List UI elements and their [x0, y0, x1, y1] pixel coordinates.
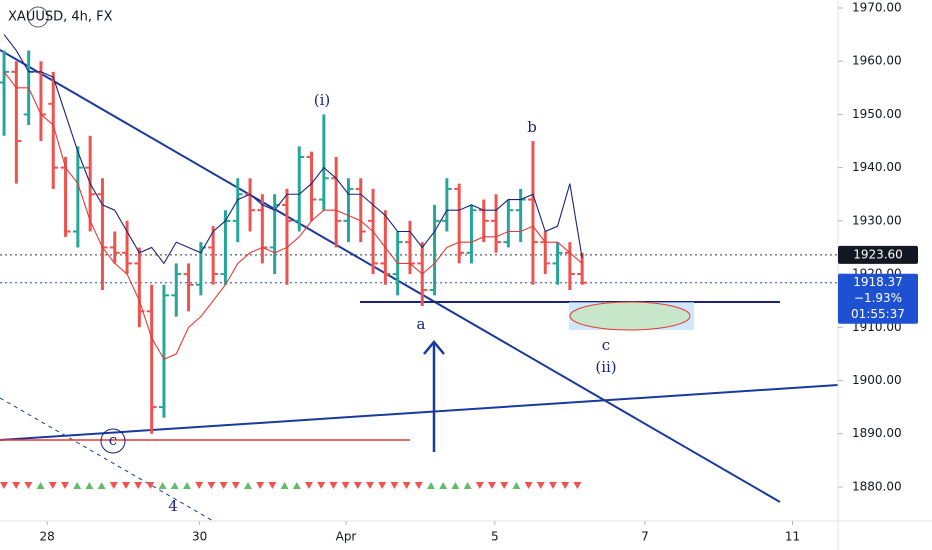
y-tick-label: 1970.00	[852, 0, 902, 14]
signal-marker	[24, 482, 33, 489]
signal-marker	[183, 482, 191, 489]
price-box	[838, 273, 918, 324]
signal-marker	[219, 482, 228, 489]
x-tick-label: 11	[785, 530, 800, 544]
signal-marker	[341, 482, 350, 489]
x-tick-label: 5	[491, 530, 499, 544]
signal-marker	[231, 482, 240, 489]
x-tick-label: Apr	[336, 530, 357, 544]
x-tick-label: 7	[641, 530, 649, 544]
signal-marker	[427, 482, 435, 489]
wave-label: a	[417, 315, 426, 333]
target-ellipse	[569, 301, 691, 331]
signal-marker	[256, 482, 265, 489]
signal-marker	[109, 482, 118, 489]
signal-marker	[12, 482, 21, 489]
price-box	[838, 245, 918, 264]
wave-label: b	[527, 118, 537, 136]
trend-line	[0, 384, 839, 441]
signal-marker	[61, 482, 69, 489]
signal-marker	[292, 482, 301, 489]
indicator-line	[3, 71, 583, 360]
signal-marker	[317, 482, 326, 489]
trend-line	[0, 397, 216, 523]
signal-marker	[390, 482, 399, 489]
signal-marker	[280, 482, 289, 489]
signal-marker	[48, 482, 57, 489]
price-label: 1923.60	[853, 247, 903, 261]
chart-title: XAUUSD, 4h, FX	[8, 10, 113, 25]
signal-marker	[500, 482, 509, 489]
signal-marker	[207, 482, 216, 489]
signal-marker	[170, 482, 179, 489]
signal-marker	[512, 482, 521, 489]
signal-marker	[122, 482, 130, 489]
y-tick-label: 1950.00	[852, 107, 902, 121]
signal-marker	[536, 482, 545, 489]
signal-marker	[268, 482, 277, 489]
signal-marker	[439, 482, 448, 489]
signal-marker	[85, 482, 94, 489]
signal-marker	[195, 482, 204, 489]
signal-marker	[305, 482, 313, 489]
change-label: −1.93%	[854, 291, 902, 305]
wave-label: 4	[168, 497, 178, 515]
x-tick-label: 30	[192, 530, 207, 544]
x-tick-label: 28	[39, 530, 54, 544]
signal-marker	[329, 482, 338, 489]
signal-marker	[158, 482, 167, 489]
label-circle	[27, 6, 49, 28]
y-tick-label: 1940.00	[852, 160, 902, 174]
signal-marker	[73, 482, 82, 489]
signal-marker	[451, 482, 460, 489]
y-tick-label: 1960.00	[852, 54, 902, 68]
signal-marker	[524, 482, 533, 489]
signal-marker	[146, 482, 155, 489]
trend-line	[0, 49, 781, 503]
y-tick-label: 1880.00	[852, 479, 902, 493]
signal-marker	[402, 482, 411, 489]
signal-marker	[366, 482, 374, 489]
signal-marker	[353, 482, 362, 489]
signal-marker	[244, 482, 252, 489]
signal-marker	[0, 482, 8, 489]
signal-marker	[378, 482, 387, 489]
signal-marker	[573, 482, 582, 489]
arrow-head	[423, 340, 445, 355]
label-circle	[100, 428, 126, 454]
y-tick-label: 1930.00	[852, 213, 902, 227]
wave-label: (ii)	[595, 358, 616, 376]
wave-label: (i)	[314, 91, 331, 109]
y-tick-label: 1890.00	[852, 426, 902, 440]
signal-marker	[134, 482, 143, 489]
signal-marker	[463, 482, 472, 489]
signal-marker	[36, 482, 45, 489]
signal-marker	[561, 482, 570, 489]
signal-marker	[549, 482, 557, 489]
wave-label: c	[109, 431, 117, 449]
price-label: 1918.37	[853, 275, 903, 289]
countdown-label: 01:55:37	[851, 307, 905, 321]
signal-marker	[97, 482, 106, 489]
indicator-line	[3, 34, 583, 265]
wave-label: c	[602, 336, 610, 354]
signal-marker	[475, 482, 484, 489]
y-tick-label: 1900.00	[852, 373, 902, 387]
signal-marker	[414, 482, 423, 489]
signal-marker	[488, 482, 496, 489]
